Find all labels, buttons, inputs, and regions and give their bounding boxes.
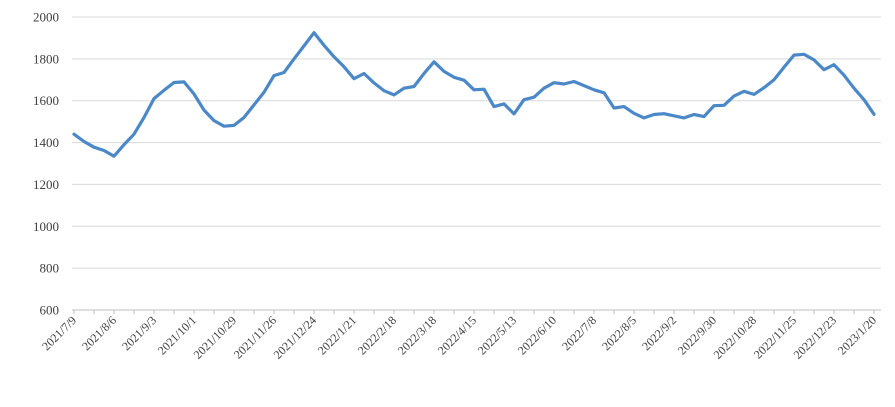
y-axis-label: 600: [40, 303, 60, 318]
x-axis-label: 2022/9/2: [639, 313, 679, 353]
y-axis-label: 1800: [33, 51, 59, 66]
x-axis-label: 2022/12/23: [791, 313, 840, 362]
x-axis-label: 2022/4/15: [435, 313, 479, 357]
x-axis-label: 2021/10/29: [191, 313, 240, 362]
y-axis-label: 800: [40, 261, 60, 276]
x-axis-label: 2022/7/8: [559, 313, 599, 353]
x-axis-label: 2021/8/6: [79, 313, 119, 353]
x-axis-label: 2021/7/9: [39, 313, 79, 353]
y-axis-label: 1000: [33, 219, 59, 234]
x-axis-label: 2022/3/18: [395, 313, 439, 357]
y-axis-label: 1200: [33, 177, 59, 192]
x-axis-label: 2022/2/18: [355, 313, 399, 357]
x-axis-label: 2022/8/5: [599, 313, 639, 353]
x-axis-label: 2021/9/3: [119, 313, 159, 353]
x-axis-label: 2021/12/24: [271, 313, 320, 362]
x-axis-label: 2022/6/10: [515, 313, 559, 357]
y-axis-label: 1400: [33, 135, 59, 150]
x-axis-label: 2022/10/28: [711, 313, 760, 362]
x-axis-label: 2022/1/21: [315, 313, 359, 357]
x-axis-label: 2022/5/13: [475, 313, 519, 357]
x-axis-label: 2023/1/20: [835, 313, 879, 357]
y-axis-label: 2000: [33, 10, 59, 25]
y-axis-label: 1600: [33, 93, 59, 108]
data-line: [72, 31, 876, 158]
